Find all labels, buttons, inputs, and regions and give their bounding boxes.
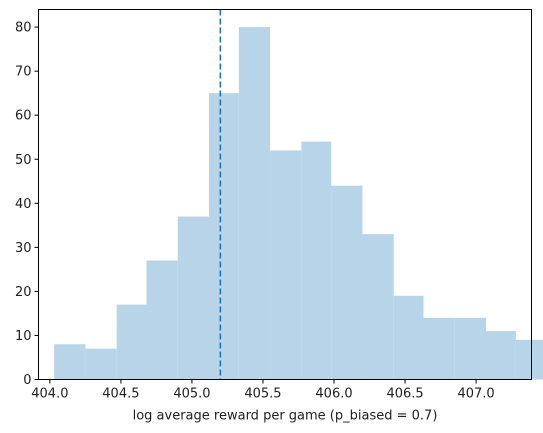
histogram-bar-11 — [393, 295, 424, 380]
x-tick-label: 405.0 — [173, 387, 210, 402]
histogram-bar-14 — [486, 331, 516, 380]
y-tick-label: 50 — [15, 153, 32, 168]
histogram-bar-6 — [238, 27, 271, 380]
plot-frame — [38, 9, 532, 380]
histogram-bar-12 — [423, 317, 455, 380]
x-axis-label: log average reward per game (p_biased = … — [133, 409, 438, 424]
y-tick-label: 80 — [15, 21, 32, 36]
y-tick-label: 0 — [23, 373, 31, 388]
y-tick-label: 10 — [15, 329, 32, 344]
histogram-bar-8 — [301, 141, 332, 380]
histogram-bar-9 — [331, 185, 363, 380]
x-tick-label: 404.0 — [31, 387, 68, 402]
x-tick-label: 404.5 — [102, 387, 139, 402]
y-tick-label: 30 — [15, 241, 32, 256]
histogram-bar-3 — [146, 260, 178, 380]
histogram-bar-10 — [362, 234, 394, 380]
y-tick-label: 60 — [15, 109, 32, 124]
y-tick-label: 70 — [15, 65, 32, 80]
x-tick-label: 406.0 — [315, 387, 352, 402]
x-tick-label: 406.5 — [386, 387, 423, 402]
x-tick-label: 405.5 — [244, 387, 281, 402]
y-tick-label: 40 — [15, 197, 32, 212]
histogram-bar-7 — [270, 150, 302, 380]
bars-group — [54, 27, 543, 380]
histogram-bar-4 — [177, 216, 209, 380]
histogram-bar-1 — [85, 348, 117, 380]
histogram-bar-5 — [208, 93, 239, 380]
x-tick-label: 407.0 — [457, 387, 494, 402]
y-axis: 0 10 20 30 40 50 60 70 80 — [15, 21, 39, 388]
histogram-bar-15 — [515, 339, 543, 380]
x-axis: 404.0 404.5 405.0 405.5 406.0 406.5 407.0 — [31, 379, 495, 402]
y-tick-label: 20 — [15, 285, 32, 300]
histogram-bar-0 — [54, 344, 86, 380]
histogram-bar-13 — [454, 317, 487, 380]
histogram-bar-2 — [116, 304, 147, 380]
